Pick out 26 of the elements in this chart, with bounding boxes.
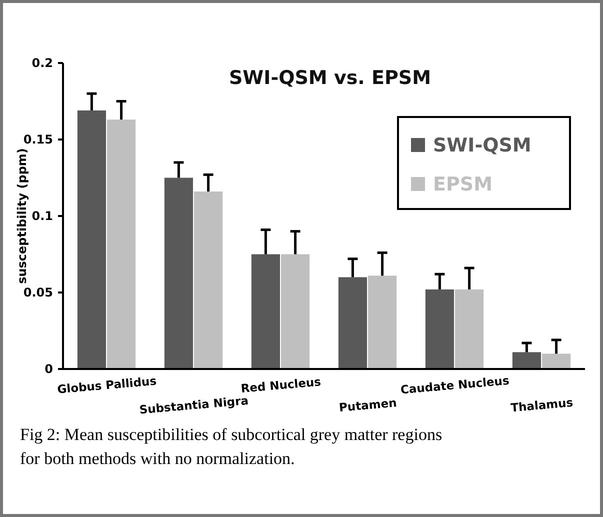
caption: Fig 2: Mean susceptibilities of subcortical grey matter regions for both methods with no normalization. <box>20 425 442 468</box>
bar <box>512 352 541 369</box>
x-tick-label: Red Nucleus <box>240 374 322 396</box>
y-tick-label: 0.1 <box>32 209 53 224</box>
legend-label: SWI-QSM <box>433 134 532 157</box>
y-tick-label: 0.2 <box>32 56 53 70</box>
y-tick-label: 0.05 <box>23 286 53 300</box>
x-tick-label: Caudate Nucleus <box>400 373 510 397</box>
bar <box>542 354 571 369</box>
bar <box>251 254 280 369</box>
y-tick-label: 0.15 <box>23 132 53 147</box>
y-axis-title: susceptibility (ppm) <box>15 148 30 284</box>
bar <box>77 110 106 369</box>
x-tick-label: Thalamus <box>510 395 574 415</box>
bar <box>455 289 484 369</box>
x-tick-label: Putamen <box>338 396 398 415</box>
bar <box>107 120 136 369</box>
bar <box>338 277 367 369</box>
legend-label: EPSM <box>433 174 492 196</box>
bar <box>164 178 193 369</box>
chart-title: SWI-QSM vs. EPSM <box>229 67 431 89</box>
bar <box>425 289 454 369</box>
bar <box>194 192 223 369</box>
bar <box>281 254 310 369</box>
bar <box>368 276 397 369</box>
y-tick-label: 0 <box>44 362 53 376</box>
